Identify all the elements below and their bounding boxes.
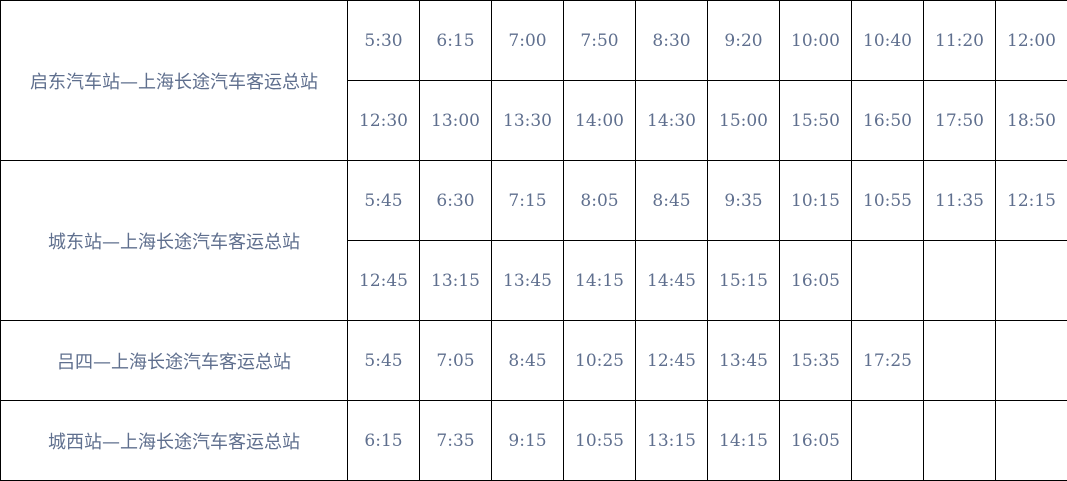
departure-time [995,400,1067,481]
departure-time: 14:45 [635,240,708,321]
departure-time: 12:45 [347,240,420,321]
departure-time: 12:15 [995,160,1067,241]
schedule-row: 启东汽车站—上海长途汽车客运总站 5:30 6:15 7:00 7:50 8:30 9:20… [0,0,1067,161]
departure-time: 14:15 [707,400,780,481]
schedule-row: 吕四—上海长途汽车客运总站 5:45 7:05 8:45 10:25 12:45 13:45… [0,320,1067,401]
departure-time [995,240,1067,321]
departure-time: 7:35 [419,400,492,481]
departure-time: 12:45 [635,320,708,401]
departure-time: 8:45 [635,160,708,241]
departure-time: 6:15 [347,400,420,481]
departure-time: 5:45 [347,320,420,401]
departure-time: 13:45 [491,240,564,321]
departure-time [923,400,996,481]
departure-time: 14:15 [563,240,636,321]
departure-time: 16:50 [851,80,924,161]
departure-time: 10:25 [563,320,636,401]
departure-time: 9:15 [491,400,564,481]
departure-time: 13:30 [491,80,564,161]
departure-time: 9:35 [707,160,780,241]
departure-time: 12:30 [347,80,420,161]
schedule-row: 城东站—上海长途汽车客运总站 5:45 6:30 7:15 8:05 8:45 9:35 10… [0,160,1067,321]
route-name: 启东汽车站—上海长途汽车客运总站 [0,0,348,161]
departure-time: 15:00 [707,80,780,161]
departure-time: 8:30 [635,0,708,81]
departure-time: 9:20 [707,0,780,81]
departure-time: 16:05 [779,400,852,481]
schedule-row: 城西站—上海长途汽车客运总站 6:15 7:35 9:15 10:55 13:15 14:1… [0,400,1067,481]
departure-time: 13:15 [419,240,492,321]
departure-time: 10:00 [779,0,852,81]
route-name: 城西站—上海长途汽车客运总站 [0,400,348,481]
departure-time: 11:35 [923,160,996,241]
departure-time: 5:30 [347,0,420,81]
schedule-row: 12:45 13:15 13:45 14:15 14:45 15:15 16:05 [1,240,1067,321]
departure-time [851,240,924,321]
departure-time: 10:15 [779,160,852,241]
departure-time: 15:15 [707,240,780,321]
departure-time: 6:15 [419,0,492,81]
departure-time: 6:30 [419,160,492,241]
departure-time: 7:15 [491,160,564,241]
departure-time [995,320,1067,401]
departure-time: 10:55 [851,160,924,241]
departure-time [851,400,924,481]
departure-time: 5:45 [347,160,420,241]
departure-time: 14:00 [563,80,636,161]
departure-time: 15:50 [779,80,852,161]
departure-time: 14:30 [635,80,708,161]
route-name: 吕四—上海长途汽车客运总站 [0,320,348,401]
departure-time: 7:50 [563,0,636,81]
departure-time: 7:00 [491,0,564,81]
departure-time: 13:45 [707,320,780,401]
departure-time: 7:05 [419,320,492,401]
departure-time [923,240,996,321]
departure-time: 17:50 [923,80,996,161]
departure-time: 16:05 [779,240,852,321]
departure-time: 15:35 [779,320,852,401]
departure-time: 13:15 [635,400,708,481]
departure-time: 18:50 [995,80,1067,161]
schedule-row: 12:30 13:00 13:30 14:00 14:30 15:00 15:50 16:50… [1,80,1067,161]
departure-time: 11:20 [923,0,996,81]
departure-time: 13:00 [419,80,492,161]
departure-time: 8:05 [563,160,636,241]
departure-time [923,320,996,401]
departure-time: 8:45 [491,320,564,401]
departure-time: 12:00 [995,0,1067,81]
departure-time: 10:40 [851,0,924,81]
route-name: 城东站—上海长途汽车客运总站 [0,160,348,321]
departure-time: 10:55 [563,400,636,481]
departure-time: 17:25 [851,320,924,401]
